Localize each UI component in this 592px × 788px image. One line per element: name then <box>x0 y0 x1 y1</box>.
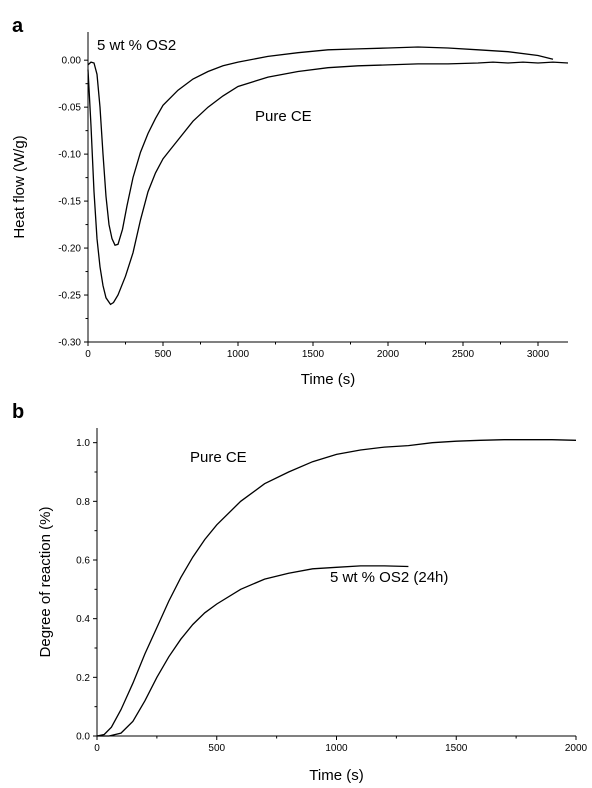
panel-a-y-tick-label: -0.05 <box>58 103 81 114</box>
panel-a-x-tick-label: 1000 <box>227 349 250 360</box>
panel-b-y-tick-label: 0.8 <box>76 497 90 508</box>
panel-b-y-tick-label: 0.4 <box>76 614 90 625</box>
panel-b-y-axis-title: Degree of reaction (%) <box>37 507 54 658</box>
panel-a-x-tick-label: 2500 <box>452 349 475 360</box>
panel-a-x-tick-label: 2000 <box>377 349 400 360</box>
panel-a-y-tick-label: -0.25 <box>58 291 81 302</box>
panel-a-x-tick-label: 3000 <box>527 349 550 360</box>
panel-a-annotation-2: Pure CE <box>255 108 312 125</box>
panel-b-chart: b 0 500 1000 1500 2000 0.0 0.2 0.4 0.6 0.8 1.0 Time… <box>12 401 588 784</box>
panel-a-y-tick-label: -0.30 <box>58 338 81 349</box>
panel-b-x-tick-label: 1000 <box>325 743 348 754</box>
panel-a-chart: a 0 500 1000 1500 2000 2500 3000 0.00 -0.05 -0.10… <box>11 15 569 388</box>
panel-a-y-tick-label: -0.15 <box>58 197 81 208</box>
panel-a-x-tick-label: 500 <box>155 349 172 360</box>
panel-b-y-tick-label: 0.6 <box>76 556 90 567</box>
panel-b-y-tick-label: 1.0 <box>76 438 90 449</box>
panel-a-y-tick-label: -0.20 <box>58 244 81 255</box>
panel-a-y-axis-title: Heat flow (W/g) <box>11 135 28 238</box>
panel-b-x-tick-label: 0 <box>94 743 100 754</box>
panel-a-x-tick-label: 1500 <box>302 349 325 360</box>
panel-b-x-tick-label: 500 <box>208 743 225 754</box>
panel-b-x-axis-title: Time (s) <box>309 767 363 784</box>
panel-a-y-tick-label: 0.00 <box>62 56 82 67</box>
panel-b-series-2-line <box>97 565 409 737</box>
panel-a-x-tick-label: 0 <box>85 349 91 360</box>
panel-a-letter: a <box>12 15 24 37</box>
panel-b-annotation-2: 5 wt % OS2 (24h) <box>330 569 448 586</box>
panel-b-x-tick-label: 1500 <box>445 743 468 754</box>
panel-b-y-tick-label: 0.0 <box>76 732 90 743</box>
panel-b-series-1-line <box>96 439 577 737</box>
panel-a-series-2-line <box>87 61 569 306</box>
panel-b-letter: b <box>12 401 24 423</box>
panel-a-annotation-1: 5 wt % OS2 <box>97 37 176 54</box>
panel-a-x-axis-title: Time (s) <box>301 371 355 388</box>
panel-a-y-tick-label: -0.10 <box>58 150 81 161</box>
panel-b-y-tick-label: 0.2 <box>76 673 90 684</box>
panel-b-x-tick-label: 2000 <box>565 743 588 754</box>
panel-b-annotation-1: Pure CE <box>190 449 247 466</box>
panel-a-series-1-line <box>87 46 554 246</box>
